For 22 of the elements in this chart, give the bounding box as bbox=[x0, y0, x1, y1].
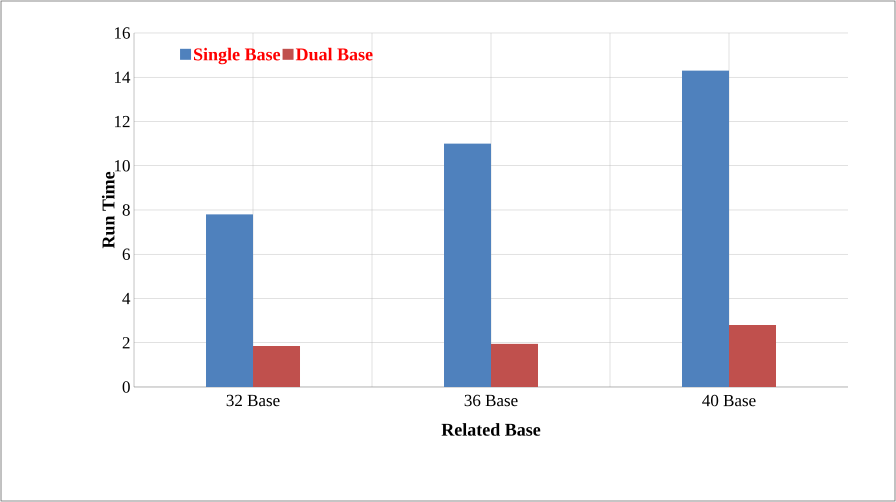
y-tick-label: 8 bbox=[122, 204, 130, 216]
y-tick-label: 4 bbox=[122, 292, 130, 304]
y-tick-label: 14 bbox=[114, 72, 130, 83]
x-tick-label: 36 Base bbox=[464, 394, 518, 406]
y-tick-label: 16 bbox=[114, 27, 130, 39]
bar bbox=[253, 346, 300, 387]
legend-label: Single Base bbox=[194, 48, 280, 64]
y-tick-label: 0 bbox=[122, 381, 130, 393]
bar bbox=[682, 70, 729, 387]
y-tick-label: 12 bbox=[114, 116, 130, 128]
legend-label: Dual Base bbox=[296, 48, 373, 61]
x-axis-title: Related Base bbox=[442, 423, 540, 436]
y-tick-label: 6 bbox=[122, 248, 130, 260]
y-axis-title: Run Time bbox=[102, 172, 115, 248]
bar bbox=[206, 214, 254, 387]
bar bbox=[729, 325, 776, 387]
x-tick-label: 32 Base bbox=[226, 394, 280, 406]
x-tick-label: 40 Base bbox=[702, 394, 756, 406]
y-tick-label: 2 bbox=[122, 337, 130, 348]
y-tick-label: 10 bbox=[114, 160, 130, 172]
bar bbox=[491, 344, 538, 387]
bar bbox=[444, 144, 492, 387]
